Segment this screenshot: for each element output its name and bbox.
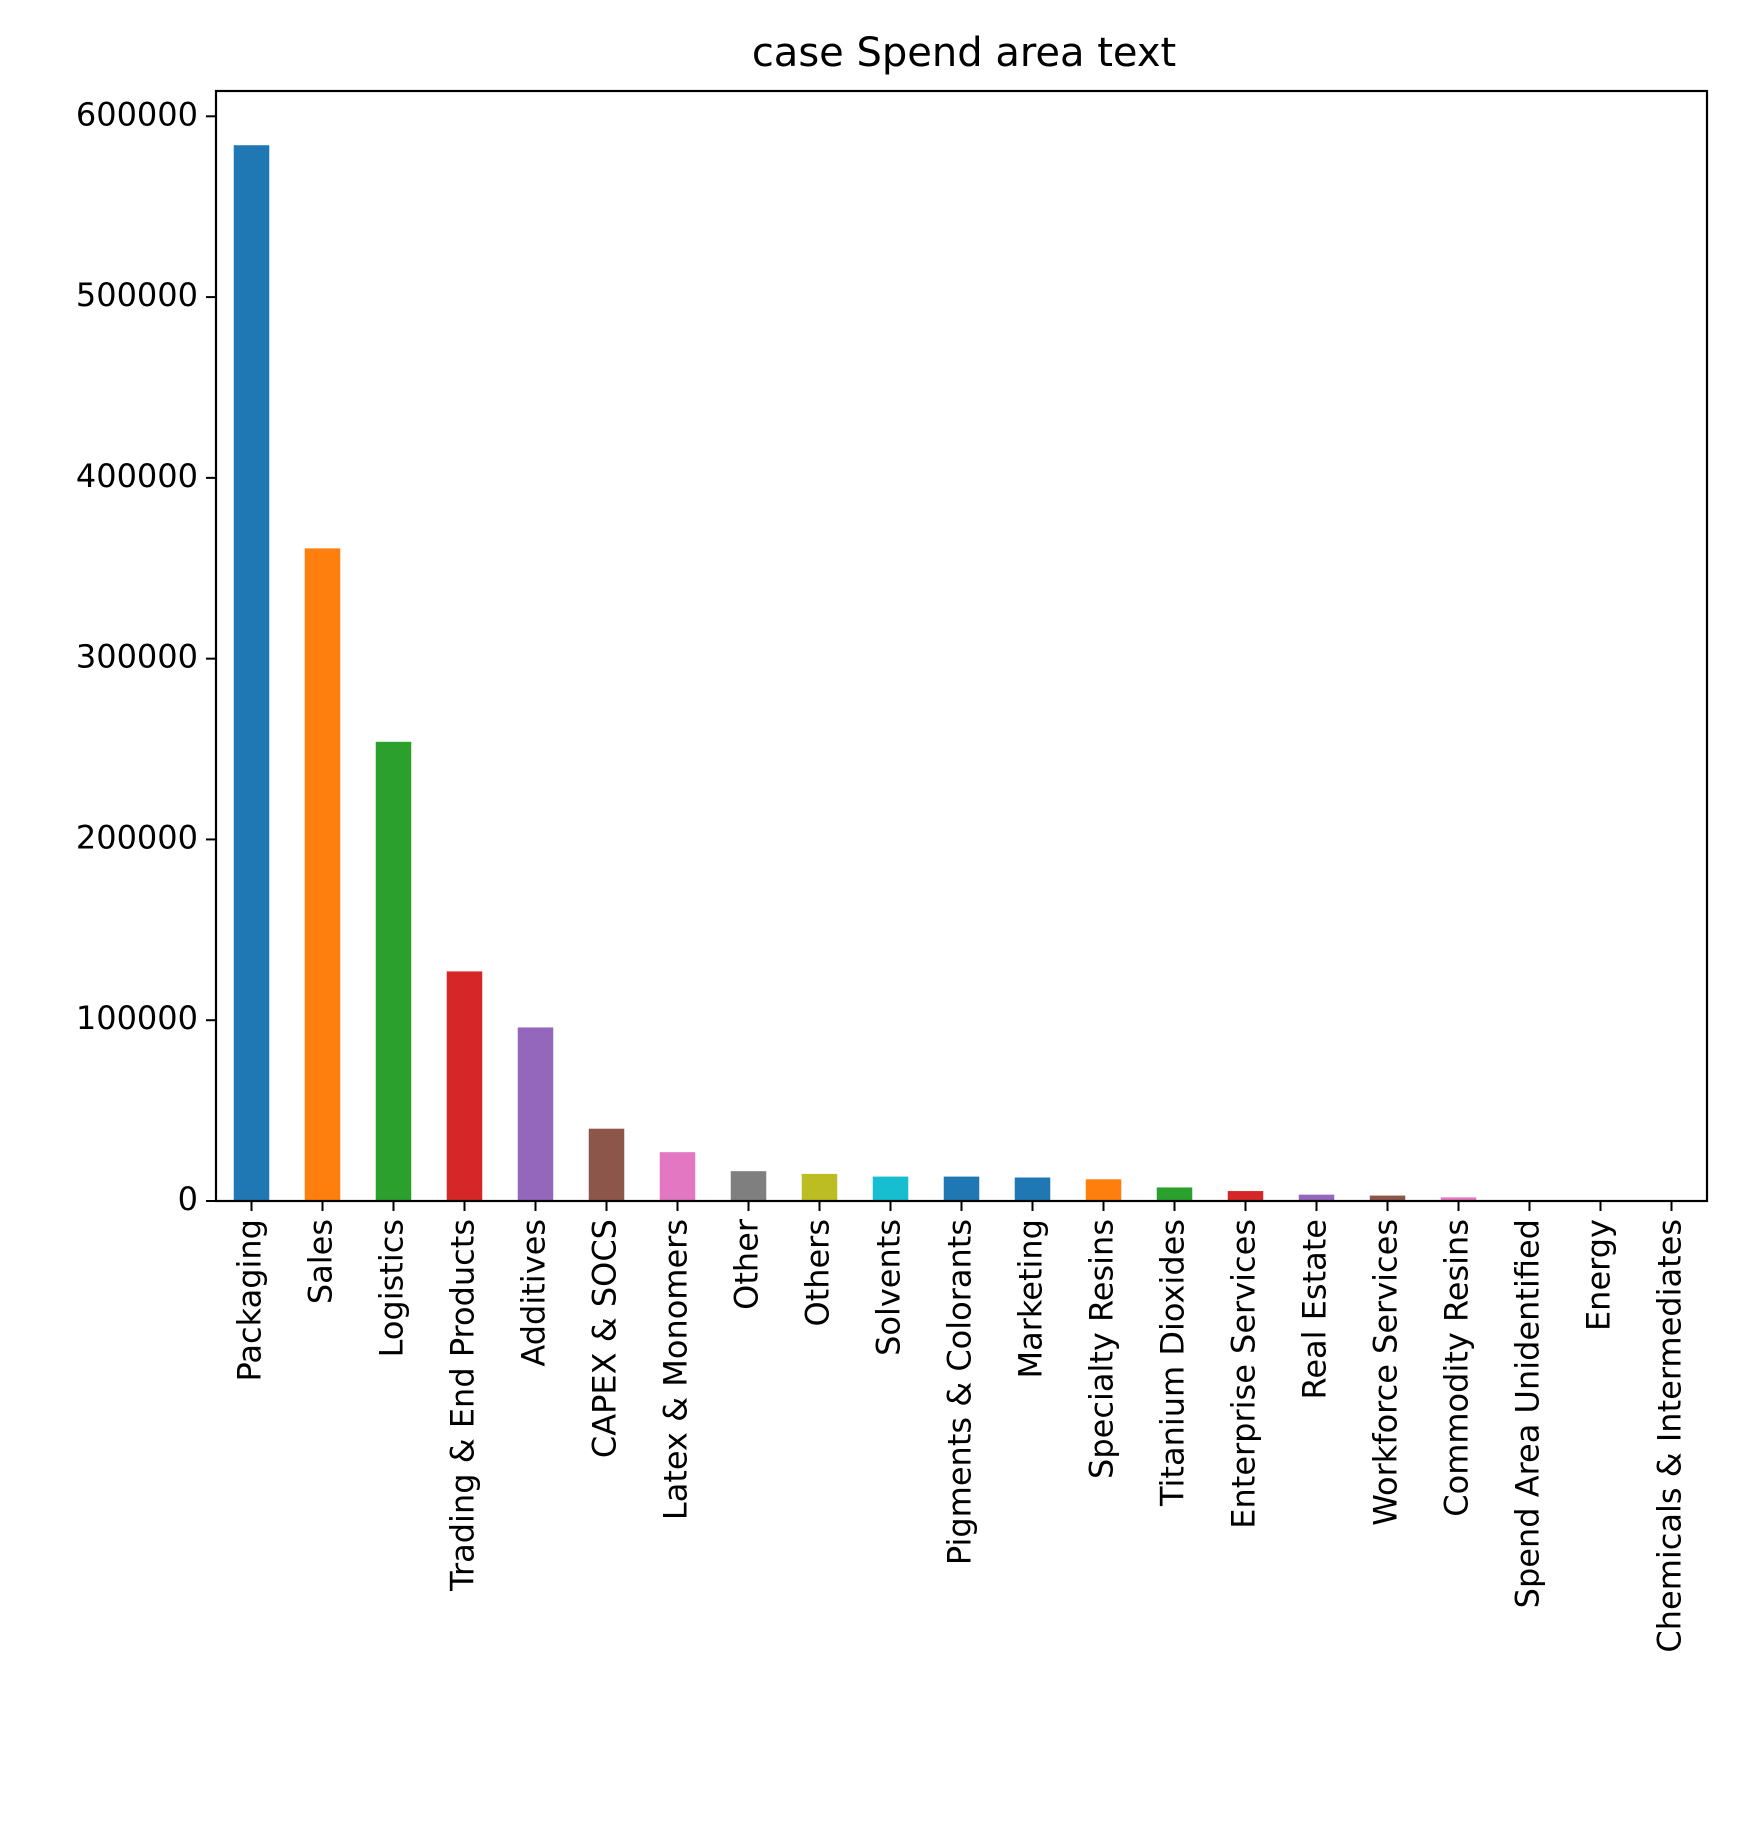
bar-7 xyxy=(730,1171,767,1201)
x-tick-label: Workforce Services xyxy=(1367,1219,1405,1526)
bar-0 xyxy=(233,145,270,1202)
bar-12 xyxy=(1085,1179,1122,1201)
y-tick-label: 600000 xyxy=(76,95,198,133)
x-tick-label: Logistics xyxy=(373,1219,411,1357)
y-axis: 0 100000 200000 300000 400000 500000 600000 xyxy=(76,95,216,1218)
bar-2 xyxy=(375,741,412,1201)
chart-title: case Spend area text xyxy=(752,30,1176,76)
x-tick-label: Trading & End Products xyxy=(444,1219,482,1592)
bar-11 xyxy=(1014,1177,1051,1201)
plot-frame xyxy=(214,89,1709,1203)
y-tick-label: 300000 xyxy=(76,638,198,676)
bar-10 xyxy=(943,1176,980,1201)
x-tick-label: Enterprise Services xyxy=(1225,1219,1263,1529)
x-tick-label: Solvents xyxy=(870,1219,908,1356)
bar-6 xyxy=(659,1152,696,1201)
y-tick-label: 100000 xyxy=(76,999,198,1037)
bar-15 xyxy=(1298,1194,1335,1201)
bar-16 xyxy=(1369,1195,1406,1201)
y-tick-label: 400000 xyxy=(76,457,198,495)
x-tick-label: Titanium Dioxides xyxy=(1154,1219,1192,1507)
x-tick-label: Sales xyxy=(302,1219,340,1304)
x-tick-label: CAPEX & SOCS xyxy=(586,1219,624,1458)
x-tick-label: Pigments & Colorants xyxy=(941,1219,979,1565)
bar-8 xyxy=(801,1173,838,1201)
bar-9 xyxy=(872,1176,909,1201)
bar-3 xyxy=(446,971,483,1201)
x-tick-label: Chemicals & Intermediates xyxy=(1651,1219,1689,1653)
bar-14 xyxy=(1227,1191,1264,1201)
x-tick-label: Additives xyxy=(515,1219,553,1367)
x-tick-label: Spend Area Unidentified xyxy=(1509,1219,1547,1608)
y-tick-label: 200000 xyxy=(76,818,198,856)
x-tick-label: Energy xyxy=(1580,1219,1618,1331)
x-tick-label: Marketing xyxy=(1012,1219,1050,1378)
y-tick-label: 0 xyxy=(178,1180,198,1218)
x-tick-label: Real Estate xyxy=(1296,1219,1334,1399)
x-axis: Packaging Sales Logistics Trading & End Pro… xyxy=(231,1201,1689,1653)
bar-4 xyxy=(517,1027,554,1201)
x-tick-label: Latex & Monomers xyxy=(657,1219,695,1520)
bar-1 xyxy=(304,548,341,1201)
bar-17 xyxy=(1440,1197,1477,1201)
x-tick-label: Others xyxy=(799,1219,837,1327)
x-tick-label: Packaging xyxy=(231,1219,269,1381)
x-tick-label: Other xyxy=(728,1218,766,1310)
bar-5 xyxy=(588,1128,625,1201)
bar-13 xyxy=(1156,1187,1193,1201)
x-tick-label: Specialty Resins xyxy=(1083,1219,1121,1479)
y-tick-label: 500000 xyxy=(76,276,198,314)
bars-layer xyxy=(233,145,1690,1202)
x-tick-label: Commodity Resins xyxy=(1438,1219,1476,1517)
